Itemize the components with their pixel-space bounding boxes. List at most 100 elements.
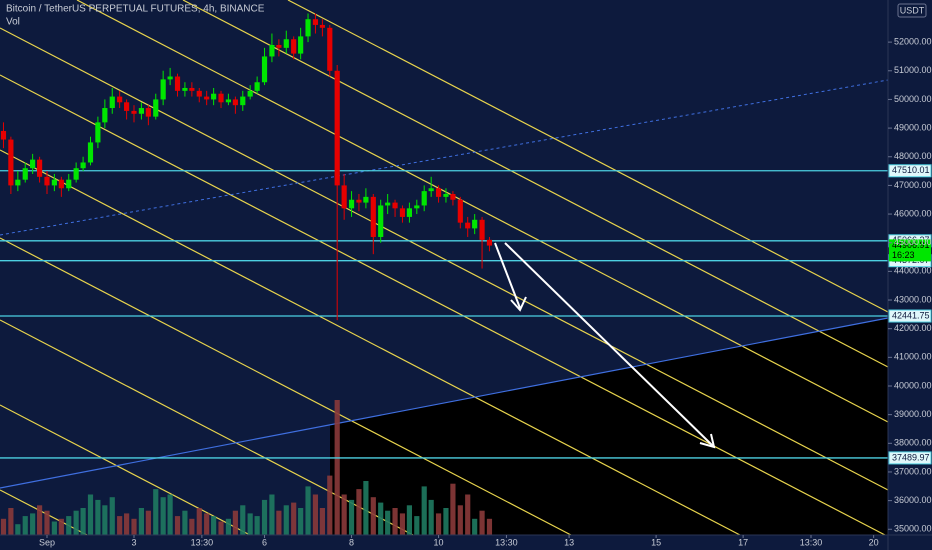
- x-tick-label: 13:30: [495, 537, 518, 547]
- volume-bar: [204, 513, 210, 535]
- volume-bar: [457, 505, 463, 535]
- volume-bar: [117, 516, 123, 535]
- volume-bar: [225, 518, 232, 535]
- volume-bar: [44, 510, 50, 535]
- candle-body: [240, 96, 246, 106]
- candle-body: [356, 199, 362, 203]
- y-tick-label: 37000.00: [894, 466, 932, 476]
- candle-body: [182, 87, 188, 91]
- candle-body: [22, 168, 28, 180]
- channel-lines: [0, 0, 889, 536]
- candle-body: [261, 56, 268, 83]
- volume-bar: [276, 510, 282, 535]
- candle-body: [138, 108, 144, 114]
- volume-bar: [22, 516, 28, 535]
- level-label-box: [888, 451, 932, 465]
- candle-body: [341, 185, 347, 209]
- arrow: [504, 242, 714, 447]
- candle-body: [435, 188, 442, 197]
- y-tick-label: 44000.00: [894, 266, 932, 276]
- level-label-box: [888, 164, 932, 178]
- volume-bar: [378, 502, 384, 535]
- volume-bar: [145, 510, 151, 535]
- volume-bar: [189, 518, 195, 535]
- candle-body: [312, 19, 319, 25]
- candle-body: [102, 108, 108, 123]
- volume-bar: [298, 508, 304, 535]
- x-tick-label: 17: [738, 537, 748, 547]
- candle-body: [421, 191, 427, 206]
- volume-bar: [87, 494, 94, 535]
- candle-body: [131, 110, 137, 114]
- candle-body: [117, 96, 123, 103]
- volume-bar: [261, 499, 268, 535]
- volume-bar: [428, 499, 434, 535]
- candle-body: [443, 193, 449, 197]
- channel-line: [182, 0, 889, 368]
- volume-bar: [51, 521, 57, 535]
- trend-line-dashed: [0, 79, 889, 236]
- volume-bar: [131, 518, 137, 535]
- candle-body: [73, 168, 79, 180]
- candle-body: [225, 99, 232, 103]
- x-tick-label: 13:30: [191, 537, 214, 547]
- volume-bar: [167, 494, 173, 535]
- volume-bar: [327, 475, 333, 535]
- candle-body: [232, 99, 238, 106]
- y-tick-label: 50000.00: [894, 94, 932, 104]
- volume-bar: [486, 518, 493, 535]
- candle-body: [124, 102, 130, 111]
- candle-body: [167, 76, 173, 80]
- x-tick-label: 8: [349, 537, 354, 547]
- last-price-box: [889, 239, 931, 262]
- volume-bar: [269, 494, 275, 535]
- candle-body: [15, 179, 21, 186]
- channel-line: [0, 237, 572, 536]
- volume-bar: [472, 518, 478, 535]
- channel-line: [0, 489, 88, 536]
- x-tick-label: 20: [869, 537, 879, 547]
- currency-label: USDT: [900, 5, 925, 15]
- y-tick-label: 35000.00: [894, 524, 932, 534]
- y-tick-label: 43000.00: [894, 294, 932, 304]
- candle-body: [283, 39, 289, 48]
- x-tick-label: 6: [262, 537, 267, 547]
- candle-body: [58, 179, 64, 189]
- candle-body: [145, 108, 151, 117]
- volume-bar: [247, 513, 253, 535]
- y-tick-label: 36000.00: [894, 495, 932, 505]
- candle-body: [51, 179, 57, 186]
- candle-body: [80, 162, 86, 169]
- volume-bar: [399, 513, 406, 535]
- y-tick-label: 38000.00: [894, 438, 932, 448]
- volume-bar: [334, 400, 340, 535]
- volume-bar: [73, 510, 79, 535]
- volume-bar: [196, 508, 202, 535]
- volume-bar: [392, 508, 398, 535]
- candle-body: [428, 188, 434, 192]
- candle-body: [211, 93, 217, 100]
- volume-bar: [30, 513, 36, 535]
- arrow-head: [510, 296, 527, 312]
- channel-line: [0, 27, 889, 491]
- y-tick-label: 47000.00: [894, 180, 932, 190]
- volume-bar: [80, 508, 86, 535]
- candle-body: [66, 179, 72, 189]
- x-tick-label: 13: [564, 537, 574, 547]
- volume-bar: [450, 483, 456, 535]
- candle-body: [218, 93, 224, 103]
- volume-bar: [254, 516, 260, 535]
- candle-body: [247, 90, 253, 97]
- candle-body: [30, 159, 36, 169]
- volume-bar: [37, 505, 43, 535]
- volume-bar: [319, 508, 325, 535]
- volume-bar: [15, 524, 21, 535]
- volume-bar: [66, 516, 72, 535]
- volume-bar: [8, 508, 14, 535]
- volume-bar: [182, 510, 188, 535]
- arrows: [494, 242, 716, 449]
- volume-bar: [0, 518, 7, 535]
- candles-layer: [0, 13, 493, 321]
- chart-title: Bitcoin / TetherUS PERPETUAL FUTURES, 4h…: [6, 4, 265, 15]
